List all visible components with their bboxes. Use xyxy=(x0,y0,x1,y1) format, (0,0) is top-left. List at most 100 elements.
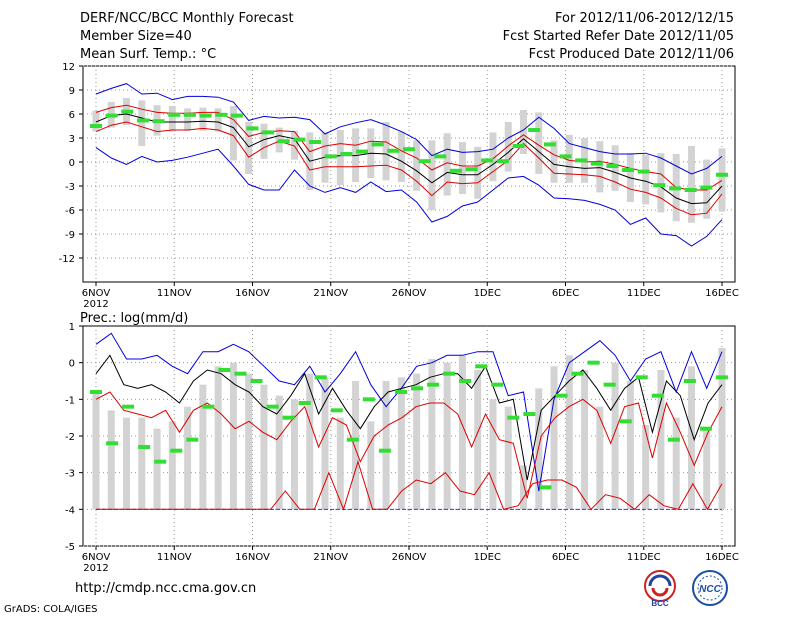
spread-box xyxy=(107,410,115,510)
spread-box xyxy=(184,108,192,131)
spread-box xyxy=(92,392,100,510)
y-tick-label: 12 xyxy=(62,62,75,73)
median-marker xyxy=(559,154,572,159)
y-tick-label: -2 xyxy=(65,432,75,443)
x-tick-label: 6DEC xyxy=(552,552,579,563)
spread-box xyxy=(382,381,390,510)
spread-box xyxy=(596,406,604,510)
spread-box xyxy=(168,106,176,132)
x-tick-label: 11NOV xyxy=(157,288,192,299)
x-tick-label: 11DEC xyxy=(627,288,661,299)
spread-box xyxy=(520,110,528,154)
source-url[interactable]: http://cmdp.ncc.cma.gov.cn xyxy=(75,581,257,596)
spread-box xyxy=(397,131,405,182)
spread-box xyxy=(214,366,222,510)
median-marker xyxy=(491,382,504,387)
median-marker xyxy=(122,404,135,409)
spread-box xyxy=(397,377,405,510)
spread-box xyxy=(92,110,100,132)
spread-box xyxy=(443,133,451,196)
bcc-logo-text: BCC xyxy=(651,599,669,608)
median-marker xyxy=(230,113,243,118)
ncc-logo-text: NCC xyxy=(699,584,721,595)
spread-box xyxy=(657,153,665,213)
spread-box xyxy=(504,406,512,510)
median-marker xyxy=(202,404,215,409)
spread-box xyxy=(672,417,680,510)
median-marker xyxy=(170,448,183,453)
spread-box xyxy=(474,370,482,510)
chart-title: DERF/NCC/BCC Monthly Forecast xyxy=(80,11,294,26)
spread-box xyxy=(138,100,146,146)
spread-box xyxy=(229,362,237,510)
spread-box xyxy=(687,146,695,223)
median-marker xyxy=(371,142,384,147)
spread-box xyxy=(703,428,711,510)
spread-box xyxy=(504,122,512,172)
median-marker xyxy=(651,393,664,398)
median-marker xyxy=(314,375,327,380)
x-tick-year: 2012 xyxy=(83,563,108,574)
median-marker xyxy=(481,158,494,163)
median-marker xyxy=(523,412,536,416)
spread-box xyxy=(214,108,222,132)
spread-box xyxy=(367,421,375,510)
spread-box xyxy=(123,417,131,510)
spread-box xyxy=(642,154,650,205)
y-tick-label: 3 xyxy=(69,134,75,145)
spread-box xyxy=(336,130,344,186)
spread-box xyxy=(306,373,314,510)
y-tick-label: -6 xyxy=(65,206,75,217)
median-marker xyxy=(539,485,552,490)
median-marker xyxy=(136,118,149,123)
spread-box xyxy=(352,381,360,510)
median-marker xyxy=(459,379,472,383)
series-line-mean xyxy=(95,113,723,205)
spread-box xyxy=(657,370,665,510)
y-tick-label: -1 xyxy=(65,395,75,406)
spread-box xyxy=(413,373,421,510)
grads-credit: GrADS: COLA/IGES xyxy=(4,604,98,615)
spread-box xyxy=(168,421,176,510)
spread-box xyxy=(290,399,298,510)
x-tick-label: 6DEC xyxy=(552,288,579,299)
median-marker xyxy=(603,382,616,387)
spread-box xyxy=(413,140,421,191)
median-marker xyxy=(427,382,440,387)
median-marker xyxy=(378,448,391,453)
median-marker xyxy=(152,119,165,124)
median-marker xyxy=(716,375,728,380)
median-marker xyxy=(356,149,369,154)
median-marker xyxy=(411,386,424,391)
median-marker xyxy=(590,161,603,166)
median-marker xyxy=(183,112,196,117)
median-marker xyxy=(105,113,118,118)
median-marker xyxy=(293,137,306,142)
y-tick-label: 9 xyxy=(69,86,75,97)
spread-box xyxy=(260,123,268,159)
spread-box xyxy=(260,384,268,510)
median-marker xyxy=(138,445,151,449)
median-marker xyxy=(250,379,263,383)
spread-box xyxy=(458,142,466,194)
y-tick-label: -12 xyxy=(59,254,75,265)
x-tick-label: 26NOV xyxy=(392,552,427,563)
median-marker xyxy=(587,360,600,365)
y-tick-label: 6 xyxy=(69,110,75,121)
x-tick-label: 11DEC xyxy=(627,552,661,563)
spread-box xyxy=(245,122,253,174)
spread-box xyxy=(642,425,650,510)
series-line-spread_lower xyxy=(96,459,723,511)
median-marker xyxy=(667,437,680,442)
median-marker xyxy=(234,371,247,376)
median-marker xyxy=(700,185,713,190)
y-tick-label: -5 xyxy=(65,542,75,553)
series-line-spread_upper xyxy=(95,391,723,499)
median-marker xyxy=(555,393,568,398)
spread-box xyxy=(626,381,634,510)
series-line-min xyxy=(95,147,723,247)
spread-box xyxy=(520,465,528,510)
spread-box xyxy=(336,417,344,510)
series-line-max xyxy=(95,83,723,175)
